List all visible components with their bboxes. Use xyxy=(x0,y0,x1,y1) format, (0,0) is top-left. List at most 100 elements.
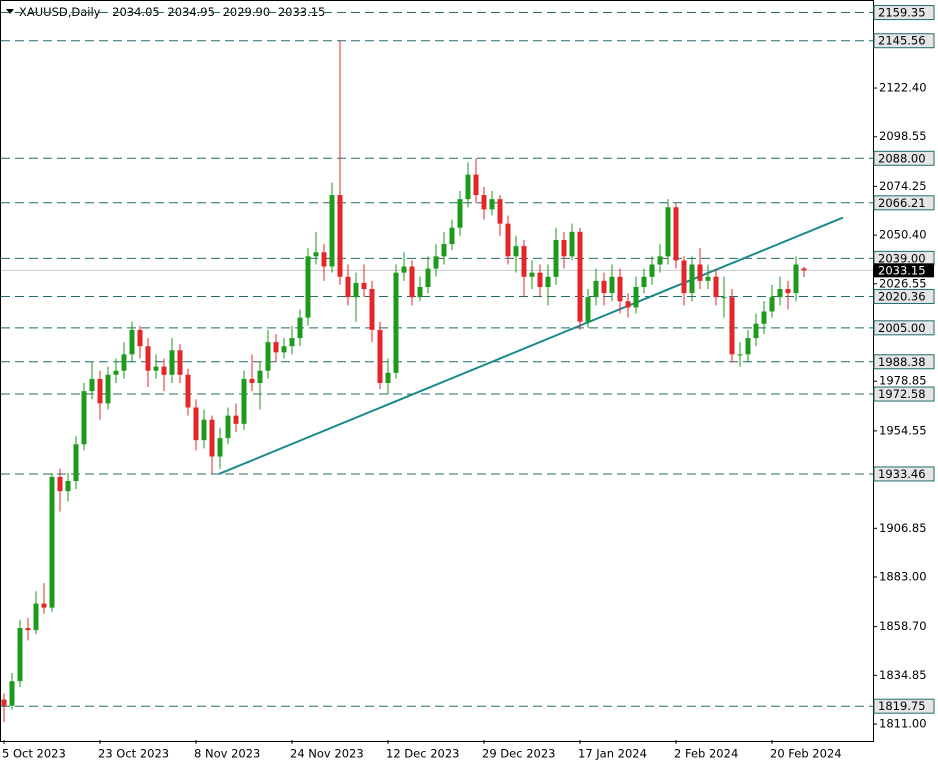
level-label-box xyxy=(873,354,935,370)
candle-body xyxy=(553,239,559,277)
level-label-box xyxy=(873,33,935,49)
header-open: 2034.05 xyxy=(112,5,160,19)
candle-body xyxy=(249,378,255,383)
candle-body xyxy=(617,276,623,302)
candle-body xyxy=(65,481,71,492)
candle-body xyxy=(673,207,679,261)
header-high: 2034.95 xyxy=(167,5,215,19)
candle-body xyxy=(657,256,663,265)
candle-body xyxy=(745,338,751,355)
candle-body xyxy=(785,289,791,294)
level-label: 2159.35 xyxy=(878,6,926,20)
candle-body xyxy=(561,239,567,257)
level-label-box xyxy=(873,320,935,336)
candle-body xyxy=(193,407,199,441)
candle-body xyxy=(305,256,311,318)
candle-body xyxy=(577,231,583,322)
y-tick-label: 1954.55 xyxy=(879,423,927,437)
x-tick-label: 20 Feb 2024 xyxy=(770,747,842,761)
candle-body xyxy=(137,329,143,347)
candle-body xyxy=(41,603,47,608)
candle-body xyxy=(385,372,391,383)
candle-body xyxy=(289,338,295,347)
candle-body xyxy=(145,346,151,371)
candle-body xyxy=(521,246,527,277)
level-label: 1972.58 xyxy=(878,387,926,401)
candle-body xyxy=(601,280,607,294)
candle-body xyxy=(169,350,175,375)
candle-body xyxy=(225,415,231,439)
candle-body xyxy=(585,297,591,322)
candle-body xyxy=(609,276,615,294)
level-label-box xyxy=(873,150,935,166)
level-label: 2066.21 xyxy=(878,196,926,210)
candle-body xyxy=(257,370,263,383)
candle-body xyxy=(297,317,303,339)
candle-body xyxy=(313,252,319,257)
candle-body xyxy=(89,378,95,392)
candle-body xyxy=(537,272,543,287)
header-low: 2029.90 xyxy=(223,5,271,19)
candle-body xyxy=(25,628,31,631)
candle-body xyxy=(177,350,183,375)
y-tick-label: 1834.85 xyxy=(879,668,927,682)
level-label-box xyxy=(873,288,935,304)
candle-body xyxy=(433,256,439,269)
last-price-label: 2033.15 xyxy=(878,263,926,277)
y-tick-label: 2074.25 xyxy=(879,179,927,193)
symbol: XAUUSD,Daily xyxy=(19,5,101,19)
candle-body xyxy=(81,391,87,445)
candle-body xyxy=(369,289,375,330)
candle-body xyxy=(361,282,367,290)
menu-arrow[interactable] xyxy=(6,9,14,14)
candle-body xyxy=(489,199,495,210)
candle-body xyxy=(129,329,135,355)
level-label: 2088.00 xyxy=(878,151,926,165)
candle-body xyxy=(49,476,55,608)
level-label: 2039.00 xyxy=(878,251,926,265)
level-label-box xyxy=(873,466,935,482)
candle-body xyxy=(665,207,671,257)
x-tick-label: 29 Dec 2023 xyxy=(482,747,555,761)
x-tick-label: 23 Oct 2023 xyxy=(98,747,169,761)
level-label-box xyxy=(873,386,935,402)
candle-body xyxy=(793,264,799,294)
candle-body xyxy=(769,297,775,312)
level-label: 1933.46 xyxy=(878,467,926,481)
candle-body xyxy=(9,681,15,706)
trendline xyxy=(218,216,844,475)
candle-body xyxy=(593,280,599,298)
candle-body xyxy=(185,374,191,408)
candle-body xyxy=(689,264,695,294)
candle-body xyxy=(321,252,327,267)
candle-body xyxy=(441,244,447,257)
candle-body xyxy=(281,346,287,353)
candle-body xyxy=(161,366,167,375)
candle-body xyxy=(697,264,703,281)
candle-body xyxy=(393,272,399,373)
candle-body xyxy=(721,297,727,299)
candle-body xyxy=(497,199,503,224)
candle-body xyxy=(729,297,735,355)
candle-body xyxy=(113,370,119,375)
y-tick-label: 2026.55 xyxy=(879,276,927,290)
y-tick-label: 1883.00 xyxy=(879,570,927,584)
candle-body xyxy=(233,415,239,424)
candle-body xyxy=(545,276,551,287)
candle-body xyxy=(105,374,111,404)
candle-body xyxy=(761,311,767,324)
level-label: 1819.75 xyxy=(878,699,926,713)
candle-body xyxy=(529,272,535,277)
candle-body xyxy=(417,286,423,298)
y-tick-label: 1906.85 xyxy=(879,521,927,535)
candle-body xyxy=(121,354,127,371)
x-tick-label: 24 Nov 2023 xyxy=(290,747,364,761)
candle-body xyxy=(97,378,103,404)
candle-body xyxy=(505,223,511,257)
candle-body xyxy=(337,195,343,277)
level-label: 2020.36 xyxy=(878,289,926,303)
header-close: 2033.15 xyxy=(278,5,326,19)
candle-body xyxy=(777,289,783,298)
